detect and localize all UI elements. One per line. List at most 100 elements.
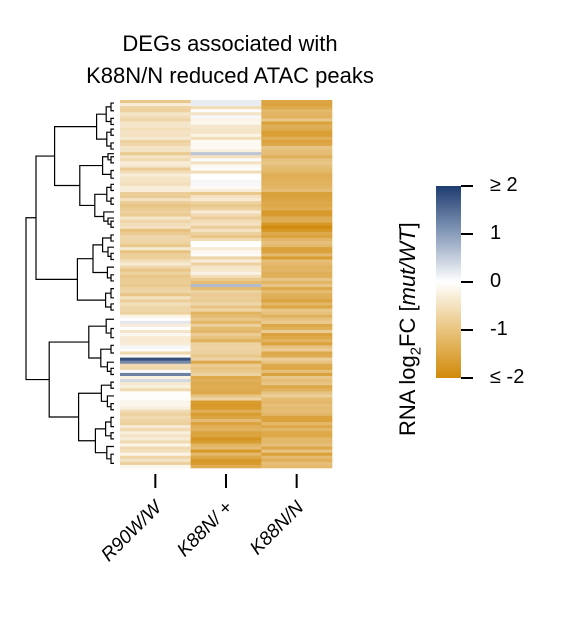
heatmap-cell [190,323,262,328]
heatmap-cell [190,100,262,104]
heatmap-cell [190,351,262,355]
heatmap-cell [190,121,262,125]
heatmap-cell [120,124,191,128]
heatmap-cell [120,167,191,171]
heatmap-cell [261,225,333,230]
heatmap-cell [261,385,333,389]
heatmap-cell [261,164,333,168]
heatmap-cell [261,363,333,368]
heatmap-cell [120,311,191,315]
heatmap-cell [120,379,191,383]
heatmap-cell [261,418,333,423]
row-dendrogram [25,102,114,464]
heatmap-cell [120,164,191,168]
heatmap-cell [190,130,262,135]
heatmap-cell [261,158,333,162]
dendrogram-branch [110,128,114,136]
heatmap-cell [190,461,262,466]
heatmap-cell [190,103,262,107]
heatmap-cell [261,106,333,110]
heatmap-cell [120,446,191,450]
heatmap-cell [120,158,191,162]
heatmap-cell [120,280,191,285]
heatmap-cell [261,216,333,220]
heatmap-cell [190,406,262,411]
heatmap-cell [261,103,333,107]
heatmap-cell [120,161,191,165]
heatmap-cell [190,449,262,453]
heatmap-cell [120,130,191,135]
heatmap-cell [190,106,262,110]
heatmap-cell [120,376,191,380]
dendrogram-branch [96,113,107,140]
heatmap-cell [261,443,333,447]
heatmap-cell [120,397,191,401]
heatmap-cell [190,330,262,334]
heatmap-cell [261,449,333,453]
heatmap-cell [261,182,333,187]
heatmap-cell [190,336,262,340]
heatmap-cell [190,428,262,432]
heatmap-cell [190,446,262,450]
heatmap-cell [120,176,191,181]
heatmap-cell [120,443,191,447]
heatmap-cell [120,241,191,245]
heatmap-cell [120,179,191,184]
heatmap-cell [261,311,333,315]
heatmap-cell [120,415,191,420]
heatmap-cell [190,418,262,423]
heatmap-cell [261,133,333,138]
heatmap-cell [120,127,191,131]
heatmap-cell [120,409,191,414]
heatmap-cell [120,274,191,279]
colorbar-ticks [461,185,473,379]
dendrogram-branch [110,403,114,411]
heatmap-cell [190,170,262,174]
heatmap-cell [190,415,262,420]
heatmap-cell [120,354,191,358]
heatmap-cell [120,149,191,153]
heatmap-cell [261,437,333,441]
heatmap-cell [190,366,262,371]
dendrogram-branch [110,220,114,228]
heatmap-cell [261,320,333,325]
heatmap-cell [261,400,333,404]
heatmap-cell [190,244,262,248]
heatmap-cell [190,385,262,389]
heatmap-cell [120,228,191,233]
heatmap-cell [261,130,333,135]
heatmap-cell [261,167,333,171]
heatmap-cell [120,434,191,438]
heatmap-cell [120,305,191,309]
dendrogram-branch [105,106,111,123]
heatmap-cell [190,219,262,223]
heatmap-cell [190,268,262,273]
heatmap-cell [120,284,191,288]
dendrogram-branch [54,126,97,187]
heatmap-cell [120,287,191,291]
dendrogram-branch [100,384,111,402]
colorbar [436,186,461,378]
heatmap-cell [261,351,333,355]
heatmap-cell [120,388,191,392]
heatmap-cell [190,284,262,288]
heatmap-cell [190,192,262,196]
heatmap-cell [120,118,191,122]
dendrogram-branch [110,117,114,126]
colorbar-label-subscript: 2 [407,346,425,356]
heatmap-cell [261,455,333,460]
heatmap-cell [120,146,191,150]
heatmap-cell [190,314,262,319]
heatmap-cell [190,253,262,257]
heatmap-cell [190,161,262,165]
heatmap-cell [261,391,333,395]
dendrogram-branch [25,217,50,381]
heatmap-cell [190,247,262,251]
heatmap-cell [120,185,191,190]
heatmap-cell [261,330,333,334]
heatmap-cell [190,305,262,309]
heatmap-cell [261,342,333,346]
heatmap-cell [190,369,262,374]
heatmap-cell [261,213,333,217]
heatmap-cell [190,118,262,122]
